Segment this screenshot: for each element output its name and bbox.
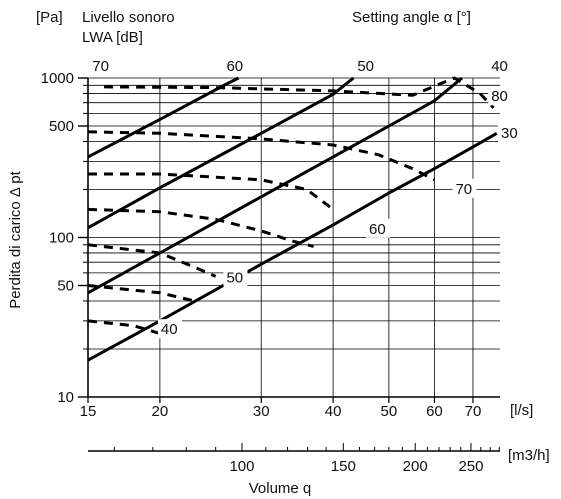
x-axis-title: Volume q: [249, 480, 312, 497]
series-layer: [87, 76, 498, 362]
angle-series-line-40: [87, 131, 498, 362]
x2-tick-label: 100: [229, 458, 254, 475]
y-tick-label: 10: [57, 389, 74, 406]
series-labels: 70 60 50 40 80 70 60 50 40 30: [89, 56, 522, 339]
angle-series-line-70: [87, 76, 240, 159]
y-tick-label: 1000: [41, 70, 74, 87]
x-tick-label: 40: [325, 403, 342, 420]
sound-series-line: [87, 284, 196, 303]
angle-series-label-bg: [89, 56, 114, 75]
sound-series-label-bg: [488, 86, 513, 106]
x2-tick-label: 150: [331, 458, 356, 475]
sound-series-line-50: [87, 207, 314, 248]
x2-tick-label: 250: [458, 458, 483, 475]
x2-unit-label: [m3/h]: [508, 447, 550, 464]
x-unit-label: [l/s]: [510, 402, 533, 419]
y-tick-label: 50: [57, 278, 74, 295]
angle-series-label: 50: [357, 58, 374, 75]
x-tick-label: 30: [253, 403, 270, 420]
angle-series-label-bg: [498, 123, 522, 143]
sound-series-label-bg: [452, 178, 477, 198]
y-tick-label: 100: [49, 230, 74, 247]
sound-series-line-70: [87, 130, 436, 182]
sound-unit: LWA [dB]: [82, 29, 143, 46]
x2-tick-label: 200: [403, 458, 428, 475]
sound-series-label: 60: [369, 221, 386, 238]
angle-series-label-bg: [223, 56, 248, 75]
angle-series-label: 70: [92, 58, 109, 75]
angle-series-label: 60: [226, 58, 243, 75]
sound-series-line-40: [87, 243, 217, 278]
angle-series-label: 30: [501, 125, 518, 142]
angle-series-line-60: [87, 76, 355, 230]
sound-title: Livello sonoro: [82, 9, 175, 26]
angle-title: Setting angle α [°]: [352, 9, 471, 26]
sound-series-label-bg: [223, 267, 248, 287]
sound-series-label: 40: [161, 321, 178, 338]
y-tick-label: 500: [49, 118, 74, 135]
x-tick-label: 20: [152, 403, 169, 420]
ticks-layer: 10 50 100 500 1000 15 20 30 40 50 60 70 100 150 200 250: [41, 70, 500, 475]
angle-series-label-bg: [354, 56, 379, 75]
sound-series-label-bg: [366, 218, 391, 238]
sound-series-label: 70: [455, 181, 472, 198]
x-tick-label: 60: [426, 403, 443, 420]
sound-series-line: [87, 319, 161, 335]
y-axis-title: Perdita di carico Δ pt: [7, 170, 24, 308]
x-tick-label: 70: [465, 403, 482, 420]
angle-series-label-bg: [488, 56, 513, 75]
x-tick-label: 15: [80, 403, 97, 420]
sound-series-label: 80: [491, 88, 508, 105]
x-tick-label: 50: [381, 403, 398, 420]
sound-series-line-60: [88, 172, 335, 211]
angle-series-label: 40: [491, 58, 508, 75]
y-unit-label: [Pa]: [36, 9, 63, 26]
sound-series-line-80: [104, 76, 495, 109]
sound-series-label-bg: [157, 319, 182, 339]
sound-series-label: 50: [226, 269, 243, 286]
